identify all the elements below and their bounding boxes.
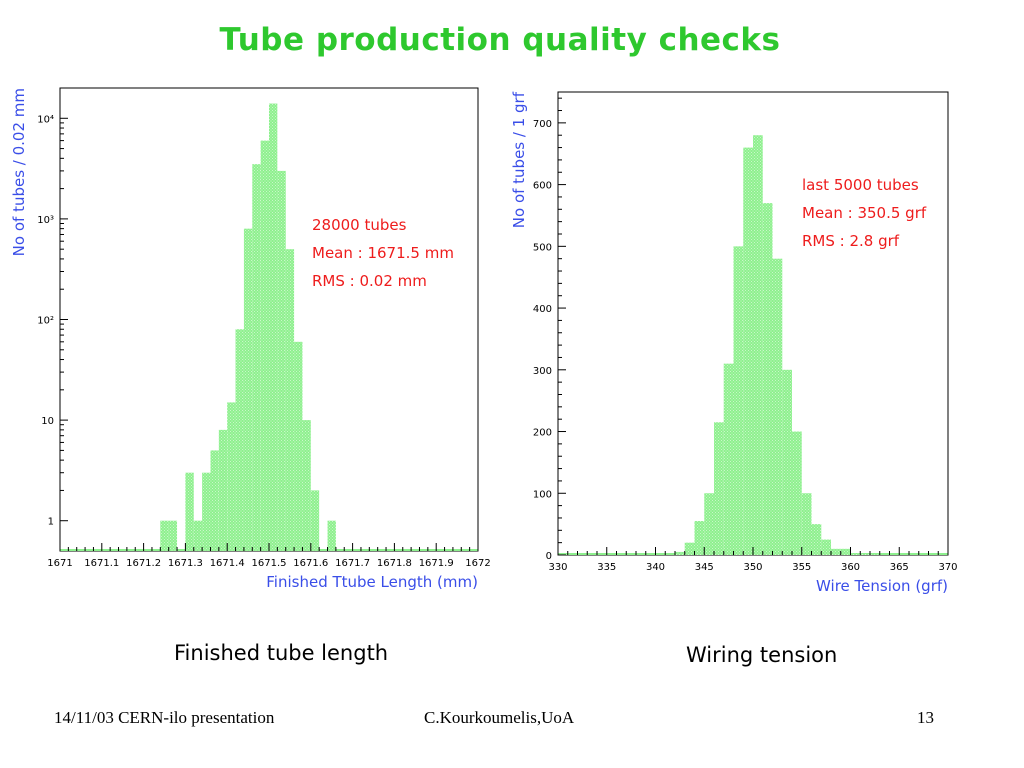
x-tick-label: 1671.6	[293, 558, 328, 569]
histogram-bar	[294, 341, 303, 551]
histogram-bar	[821, 539, 831, 555]
histogram-bar	[723, 363, 734, 555]
stats-line: Mean : 1671.5 mm	[312, 244, 454, 262]
x-tick-label: 1671.1	[84, 558, 119, 569]
histogram-bar	[733, 246, 744, 556]
histogram-bar	[704, 493, 714, 555]
x-tick-label: 1671.8	[377, 558, 412, 569]
histogram-bar	[285, 249, 295, 551]
histogram-bar	[260, 140, 269, 551]
histogram-bar	[269, 103, 278, 552]
x-axis-title: Finished Ttube Length (mm)	[266, 573, 478, 591]
wire-tension-caption: Wiring tension	[686, 643, 838, 667]
slide-title: Tube production quality checks	[219, 22, 781, 58]
tube-length-caption: Finished tube length	[174, 641, 389, 665]
histogram-bar	[310, 490, 320, 551]
x-tick-label: 1671.7	[335, 558, 370, 569]
y-tick-label: 500	[533, 242, 552, 253]
histogram-bar	[185, 472, 194, 551]
y-tick-label: 10³	[37, 215, 54, 226]
histogram-bar	[675, 551, 685, 555]
histogram-bar	[160, 520, 169, 551]
histogram-bar	[792, 431, 802, 555]
histogram-bar	[714, 422, 724, 555]
x-tick-label: 340	[646, 562, 665, 573]
x-tick-label: 330	[548, 562, 567, 573]
y-tick-label: 0	[546, 551, 552, 562]
wire-tension-histogram: 330 335 340 345 350 355 360 365 370 0 100 200 300 400…	[508, 80, 998, 610]
y-tick-label: 100	[533, 489, 552, 500]
footer-author: C.Kourkoumelis,UoA	[424, 708, 575, 727]
histogram-bar	[193, 520, 203, 551]
x-tick-label: 1671	[47, 558, 72, 569]
page-number: 13	[917, 708, 934, 727]
stats-line: Mean : 350.5 grf	[802, 204, 927, 222]
x-tick-label: 1671.9	[419, 558, 454, 569]
y-tick-label: 600	[533, 181, 552, 192]
x-axis-title: Wire Tension (grf)	[816, 577, 948, 595]
x-tick-label: 370	[938, 562, 957, 573]
histogram-bar	[840, 548, 851, 555]
histogram-bar	[870, 554, 880, 555]
y-axis-title: No of tubes / 1 grf	[510, 91, 528, 228]
histogram-bar	[327, 520, 336, 551]
histogram-bar	[801, 493, 812, 555]
x-tick-label: 1672	[465, 558, 490, 569]
histogram-bar	[762, 203, 773, 555]
histogram-bar	[831, 548, 841, 555]
histogram-bar	[210, 450, 219, 551]
histogram-bar	[782, 369, 792, 555]
y-tick-label: 700	[533, 119, 552, 130]
histogram-bar	[218, 429, 228, 551]
x-tick-label: 1671.5	[252, 558, 287, 569]
histogram-bar	[772, 258, 783, 555]
histogram-bar	[811, 524, 822, 555]
histogram-bar	[243, 228, 253, 552]
x-tick-label: 365	[890, 562, 909, 573]
histogram-bar	[694, 521, 705, 555]
x-tick-label: 335	[597, 562, 616, 573]
histogram-bar	[850, 553, 861, 555]
stats-line: RMS : 0.02 mm	[312, 272, 427, 290]
x-tick-label: 350	[743, 562, 762, 573]
x-tick-label: 355	[792, 562, 811, 573]
x-tick-label: 345	[695, 562, 714, 573]
y-tick-label: 1	[48, 517, 54, 528]
x-tick-label: 360	[841, 562, 860, 573]
tube-length-histogram: 1671 1671.1 1671.2 1671.3 1671.4 1671.5 1671.6…	[8, 80, 498, 610]
x-tick-label: 1671.4	[210, 558, 245, 569]
histogram-bar	[302, 420, 311, 551]
histogram-bar	[860, 553, 870, 555]
y-tick-label: 10⁴	[37, 114, 54, 125]
histogram-bar	[252, 164, 261, 551]
histogram-bar	[202, 472, 211, 551]
histogram-bar	[753, 135, 763, 556]
stats-line: RMS : 2.8 grf	[802, 232, 900, 250]
footer-date: 14/11/03 CERN-ilo presentation	[54, 708, 275, 727]
x-tick-label: 1671.3	[168, 558, 203, 569]
y-tick-label: 10	[41, 416, 54, 427]
x-tick-label: 1671.2	[126, 558, 161, 569]
y-tick-label: 10²	[37, 316, 54, 327]
histogram-bar	[277, 170, 286, 551]
stats-line: last 5000 tubes	[802, 176, 919, 194]
histogram-bar	[227, 402, 236, 551]
histogram-bar	[684, 542, 695, 555]
y-tick-label: 200	[533, 428, 552, 439]
histogram-bar	[235, 329, 244, 551]
stats-line: 28000 tubes	[312, 216, 407, 234]
histogram-bar	[168, 520, 178, 551]
y-tick-label: 400	[533, 304, 552, 315]
y-tick-label: 300	[533, 366, 552, 377]
histogram-bar	[743, 147, 753, 555]
y-axis-title: No of tubes / 0.02 mm	[10, 88, 28, 256]
